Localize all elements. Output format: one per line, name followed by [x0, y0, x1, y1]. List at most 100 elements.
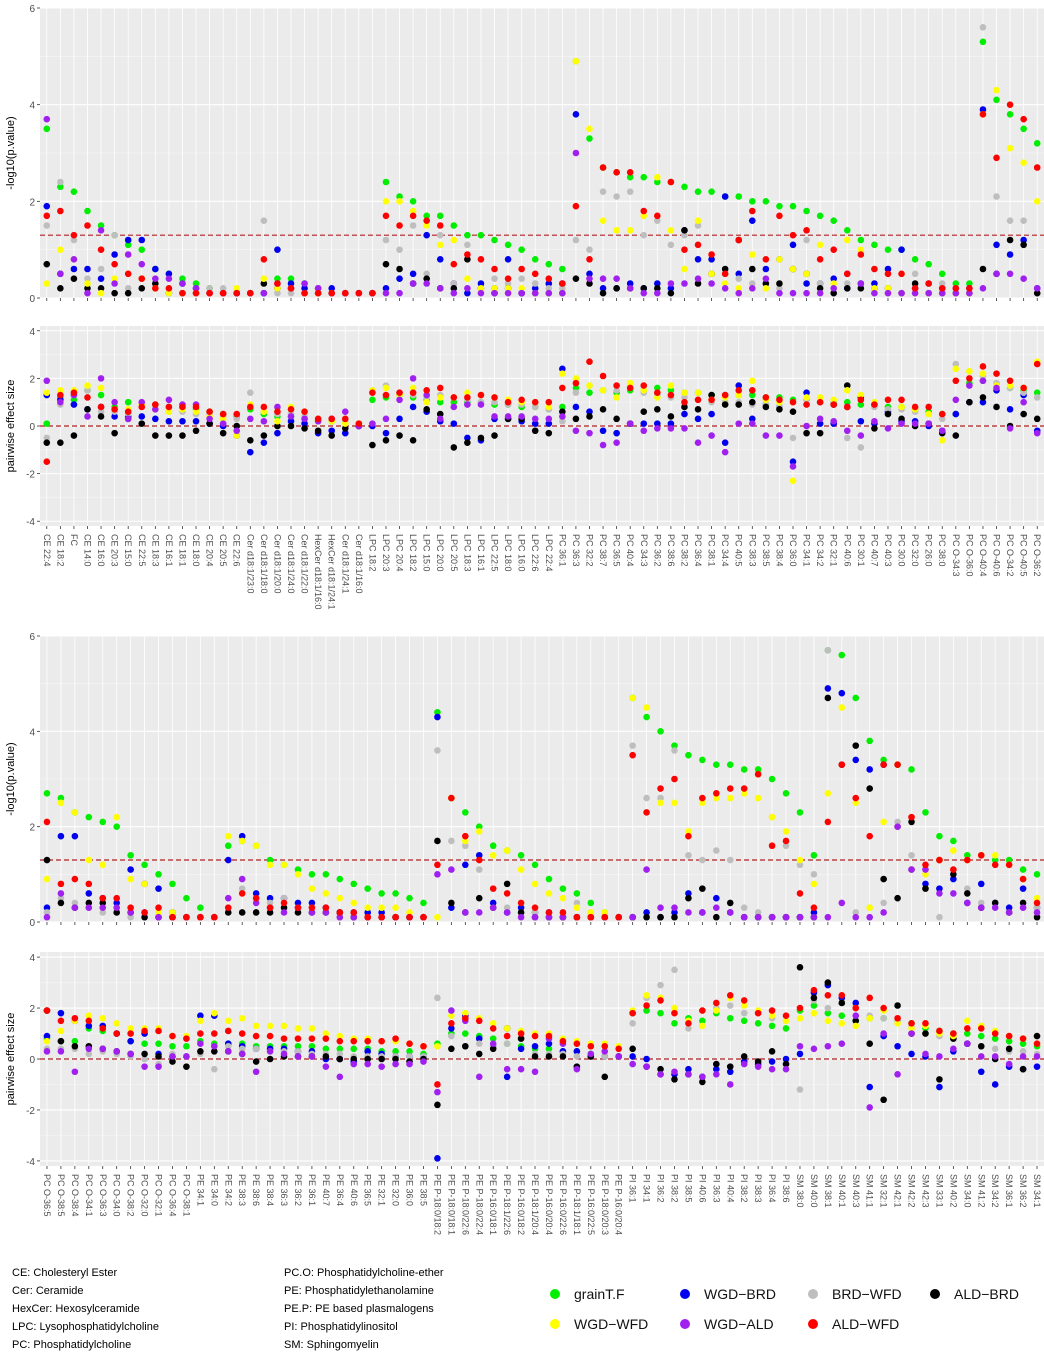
- x-tick-label: LPC 20:4: [395, 534, 405, 572]
- data-point: [252, 1068, 260, 1076]
- data-point: [450, 222, 458, 229]
- data-point: [84, 406, 91, 413]
- data-point: [545, 1040, 553, 1048]
- data-point: [294, 904, 302, 911]
- data-point: [740, 913, 748, 921]
- data-point: [726, 1063, 734, 1070]
- data-point: [462, 1014, 469, 1022]
- data-point: [224, 894, 232, 902]
- data-point: [396, 193, 403, 200]
- data-point: [654, 394, 661, 401]
- data-point: [789, 434, 797, 442]
- x-tick-label: PC 26:0: [924, 534, 934, 567]
- data-point: [420, 1042, 427, 1050]
- data-point: [884, 289, 892, 297]
- data-point: [681, 425, 688, 432]
- data-point: [475, 1017, 483, 1025]
- x-tick-label: SM 42:2: [907, 1174, 917, 1208]
- x-tick-label: PE 40:7: [321, 1174, 331, 1206]
- data-point: [113, 1030, 120, 1037]
- data-point: [754, 1009, 762, 1017]
- data-point: [938, 289, 946, 297]
- data-point: [685, 890, 692, 897]
- x-tick-label: LPC 20:5: [449, 534, 459, 572]
- data-point: [406, 1048, 413, 1055]
- data-point: [392, 1060, 399, 1068]
- data-point: [252, 1058, 260, 1065]
- data-point: [71, 899, 79, 907]
- data-point: [880, 756, 887, 764]
- data-point: [266, 904, 274, 911]
- data-point: [503, 880, 511, 888]
- data-point: [206, 289, 213, 297]
- data-point: [531, 913, 539, 921]
- data-point: [152, 280, 159, 287]
- data-point: [382, 260, 390, 268]
- data-point: [462, 909, 469, 916]
- data-point: [252, 1022, 260, 1030]
- data-point: [169, 1042, 176, 1050]
- x-tick-label: CE 15:0: [123, 534, 133, 567]
- data-point: [713, 1065, 720, 1073]
- data-point: [1033, 894, 1041, 902]
- data-point: [572, 379, 580, 387]
- data-point: [830, 289, 838, 297]
- x-tick-label: PC O-38:2: [126, 1174, 136, 1217]
- x-tick-label: PC O-34:2: [1005, 534, 1015, 577]
- data-point: [936, 1083, 943, 1091]
- data-point: [685, 1020, 692, 1027]
- data-point: [713, 1070, 720, 1078]
- x-tick-label: PC 32:2: [584, 534, 594, 567]
- data-point: [97, 246, 105, 253]
- data-point: [111, 406, 118, 413]
- data-point: [977, 1032, 985, 1040]
- data-point: [977, 851, 985, 859]
- data-point: [857, 401, 865, 408]
- data-point: [654, 289, 661, 297]
- data-point: [830, 217, 838, 224]
- x-tick-label: LPC 16:0: [517, 534, 527, 572]
- data-point: [462, 842, 469, 850]
- data-point: [491, 398, 498, 406]
- data-point: [71, 1014, 79, 1022]
- data-point: [113, 899, 120, 907]
- data-point: [721, 193, 729, 200]
- data-point: [183, 1042, 190, 1050]
- data-point: [911, 256, 919, 263]
- data-point: [165, 417, 173, 425]
- data-point: [1006, 217, 1014, 224]
- data-point: [517, 866, 525, 873]
- data-point: [322, 909, 330, 916]
- data-point: [922, 871, 929, 878]
- data-point: [713, 761, 720, 768]
- data-point: [573, 904, 581, 911]
- data-point: [796, 1004, 804, 1012]
- data-point: [233, 427, 241, 435]
- x-tick-label: PI 38:2: [669, 1174, 679, 1203]
- data-point: [57, 1027, 65, 1035]
- x-tick-label: PC 34:1: [802, 534, 812, 567]
- data-point: [464, 389, 471, 396]
- data-point: [586, 256, 593, 263]
- data-point: [43, 790, 51, 797]
- data-point: [294, 909, 302, 916]
- x-tick-label: SM 41:1: [865, 1174, 875, 1208]
- data-point: [993, 384, 1000, 392]
- data-point: [192, 280, 200, 287]
- x-tick-label: PC 32:1: [829, 534, 839, 567]
- data-point: [599, 164, 607, 171]
- x-tick-label: CE 22:6: [232, 534, 242, 567]
- data-point: [1020, 159, 1027, 166]
- data-point: [378, 890, 385, 897]
- data-point: [192, 403, 200, 411]
- data-point: [450, 285, 458, 292]
- data-point: [1006, 251, 1014, 258]
- data-point: [179, 275, 186, 282]
- data-point: [559, 403, 566, 411]
- data-point: [952, 280, 960, 287]
- data-point: [950, 847, 957, 854]
- data-point: [587, 899, 595, 907]
- data-point: [726, 1081, 734, 1088]
- data-point: [671, 966, 678, 974]
